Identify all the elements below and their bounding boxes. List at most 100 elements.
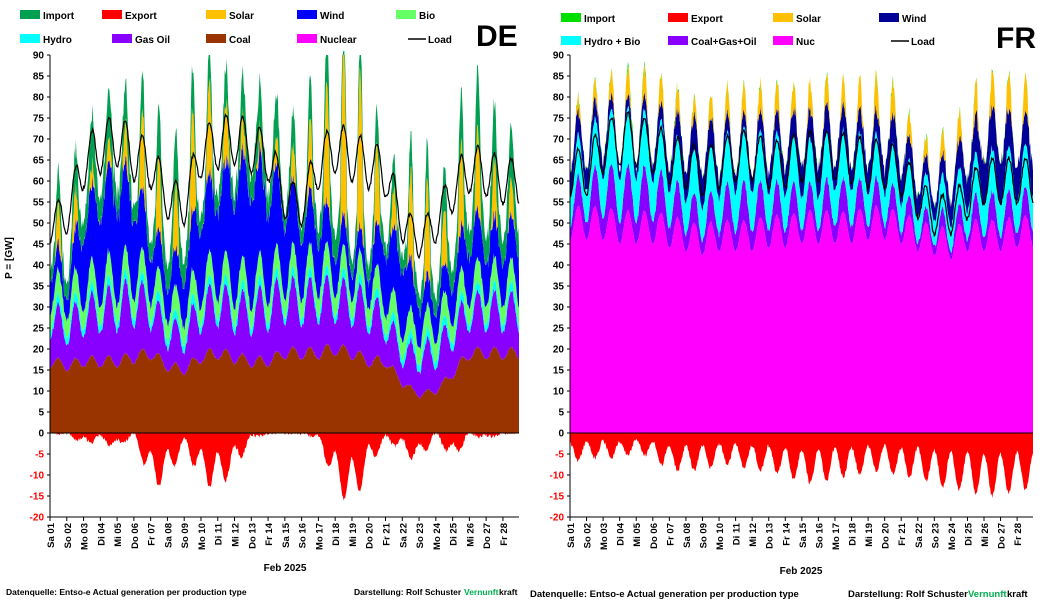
y-tick-label: 55 (553, 198, 565, 209)
legend-swatch-coal-gas-oil (668, 36, 688, 45)
legend-item-import: Import (561, 13, 616, 25)
legend-label-nuclear: Nuclear (320, 35, 357, 46)
x-tick-label: Do 06 (130, 523, 141, 549)
y-tick-label: -10 (30, 471, 45, 482)
fr-country-code: FR (996, 22, 1036, 55)
legend-item-coal-gas-oil: Coal+Gas+Oil (668, 36, 757, 48)
y-tick-label: 40 (553, 261, 565, 272)
x-tick-label: Mo 17 (831, 523, 842, 550)
legend-swatch-nuc (773, 36, 793, 45)
legend-label-coal-gas-oil: Coal+Gas+Oil (691, 37, 757, 48)
y-tick-label: 30 (33, 303, 45, 314)
legend-label-load: Load (428, 35, 452, 46)
line-series-load (569, 110, 1034, 238)
fr-brand-green: Vernunft (968, 589, 1007, 600)
x-tick-label: Di 11 (214, 522, 225, 545)
y-tick-label: 80 (553, 93, 565, 104)
y-tick-label: 20 (553, 345, 565, 356)
legend-swatch-import (20, 10, 40, 19)
x-tick-label: So 16 (814, 523, 825, 548)
x-tick-label: Sa 01 (566, 522, 577, 548)
y-tick-label: 25 (553, 324, 565, 335)
y-tick-label: 65 (553, 156, 565, 167)
y-tick-label: 45 (33, 240, 45, 251)
legend-swatch-export (668, 13, 688, 22)
x-tick-label: Sa 08 (682, 523, 693, 548)
y-tick-label: 25 (33, 324, 45, 335)
area-series-gas-oil (50, 274, 519, 399)
legend-swatch-gas-oil (112, 34, 132, 43)
fr-brand-black: kraft (1007, 589, 1028, 600)
y-tick-label: -5 (555, 450, 564, 461)
x-tick-label: Fr 07 (665, 523, 676, 546)
y-tick-label: 75 (33, 114, 45, 125)
legend-swatch-solar (773, 13, 793, 22)
area-series-nuc (570, 205, 1033, 433)
x-tick-label: So 09 (699, 523, 710, 548)
y-tick-label: 60 (553, 177, 565, 188)
legend-item-wind: Wind (297, 10, 344, 22)
y-tick-label: 65 (33, 156, 45, 167)
x-tick-label: Di 25 (963, 522, 974, 545)
x-tick-label: Do 27 (997, 523, 1008, 549)
y-tick-label: 85 (553, 72, 565, 83)
legend-label-wind: Wind (902, 14, 926, 25)
x-tick-label: Fr 14 (781, 522, 792, 545)
y-tick-label: 10 (553, 387, 565, 398)
line-series-load (49, 112, 520, 260)
legend-swatch-hydro-bio (561, 36, 581, 45)
x-tick-label: Mo 03 (599, 523, 610, 550)
y-tick-label: -15 (30, 492, 45, 503)
legend-label-export: Export (125, 11, 157, 22)
y-tick-label: 45 (553, 240, 565, 251)
x-tick-label: Do 13 (765, 523, 776, 549)
legend-label-hydro: Hydro (43, 35, 72, 46)
legend-swatch-coal (206, 34, 226, 43)
de-y-axis-label: P = [GW] (4, 237, 15, 279)
legend-label-export: Export (691, 14, 723, 25)
legend-item-load: Load (891, 37, 935, 48)
legend-label-bio: Bio (419, 11, 435, 22)
y-tick-label: 5 (558, 408, 564, 419)
area-series-wind (50, 138, 519, 350)
y-tick-label: -15 (550, 492, 565, 503)
x-tick-label: Sa 15 (281, 522, 292, 548)
legend-item-import: Import (20, 10, 75, 22)
x-tick-label: Mo 17 (314, 523, 325, 550)
x-tick-label: Mi 26 (980, 523, 991, 547)
x-tick-label: Mi 05 (113, 522, 124, 546)
x-tick-label: Mo 03 (80, 523, 91, 550)
y-tick-label: 55 (33, 198, 45, 209)
legend-item-nuclear: Nuclear (297, 34, 357, 46)
de-source-text: Datenquelle: Entso-e Actual generation p… (6, 587, 247, 597)
legend-label-hydro-bio: Hydro + Bio (584, 37, 640, 48)
de-author-text: Darstellung: Rolf Schuster (354, 587, 462, 597)
x-tick-label: Do 20 (881, 523, 892, 549)
legend-swatch-export (102, 10, 122, 19)
area-series-hydro-bio (570, 105, 1033, 253)
y-tick-label: 75 (553, 114, 565, 125)
y-tick-label: -5 (35, 450, 44, 461)
y-tick-label: 50 (33, 219, 45, 230)
x-tick-label: Mi 12 (231, 523, 242, 547)
x-tick-label: Di 04 (616, 522, 627, 545)
area-series-export (570, 433, 1033, 498)
legend-item-bio: Bio (396, 10, 435, 22)
y-tick-label: 0 (558, 429, 564, 440)
x-tick-label: Mi 05 (632, 522, 643, 546)
x-tick-label: So 09 (180, 523, 191, 548)
y-tick-label: 90 (33, 51, 45, 62)
y-tick-label: 20 (33, 345, 45, 356)
legend-label-nuc: Nuc (796, 37, 815, 48)
de-axes: 908580757065605550454035302520151050-5-1… (30, 51, 519, 550)
y-tick-label: 15 (33, 366, 45, 377)
x-tick-label: So 02 (583, 523, 594, 548)
de-plot-area (49, 50, 520, 501)
y-tick-label: 80 (33, 93, 45, 104)
legend-label-solar: Solar (229, 11, 254, 22)
x-tick-label: Do 20 (365, 523, 376, 549)
x-tick-label: Sa 01 (46, 522, 57, 548)
x-tick-label: Fr 28 (1013, 523, 1024, 546)
area-series-coal (50, 343, 519, 433)
